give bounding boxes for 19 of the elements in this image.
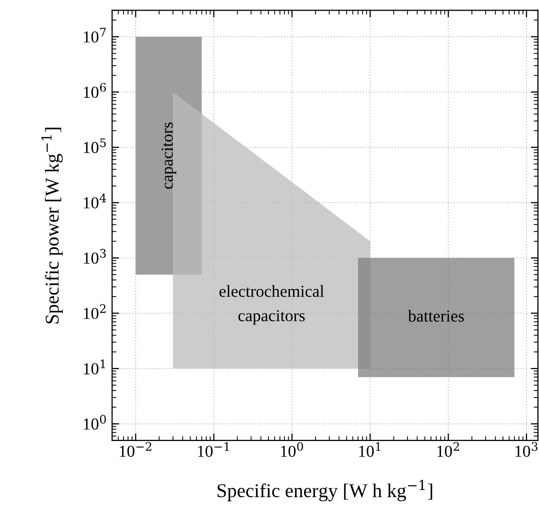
y-tick-label: 10$^{4}$ xyxy=(84,194,106,208)
y-tick-label: 10$^{3}$ xyxy=(84,248,106,264)
x-tick-label: 10$^{3}$ xyxy=(516,442,538,457)
y-tick-label: 10$^{1}$ xyxy=(84,359,105,374)
x-axis-title: Specific energy [W h kg$^{−1}$] xyxy=(218,480,432,502)
x-tick-label: 10$^{2}$ xyxy=(437,442,460,457)
x-tick-label: 10$^{0}$ xyxy=(281,442,304,457)
series-label: capacitors xyxy=(162,122,176,189)
x-tick-label: 10$^{1}$ xyxy=(359,442,380,457)
y-tick-label: 10$^{2}$ xyxy=(84,304,106,320)
x-tick-label: 10$^{−2}$ xyxy=(120,442,152,457)
y-tick-label: 10$^{0}$ xyxy=(84,414,106,430)
y-axis-title: Specific power [W kg$^{−1}$] xyxy=(41,128,63,324)
y-tick-label: 10$^{7}$ xyxy=(84,28,106,43)
y-tick-label: 10$^{6}$ xyxy=(84,82,106,98)
series-label: batteries xyxy=(408,310,464,322)
x-tick-label: 10$^{−1}$ xyxy=(198,442,229,457)
y-tick-label: 10$^{5}$ xyxy=(84,138,106,154)
series-label: electrochemical capacitors xyxy=(219,285,324,325)
